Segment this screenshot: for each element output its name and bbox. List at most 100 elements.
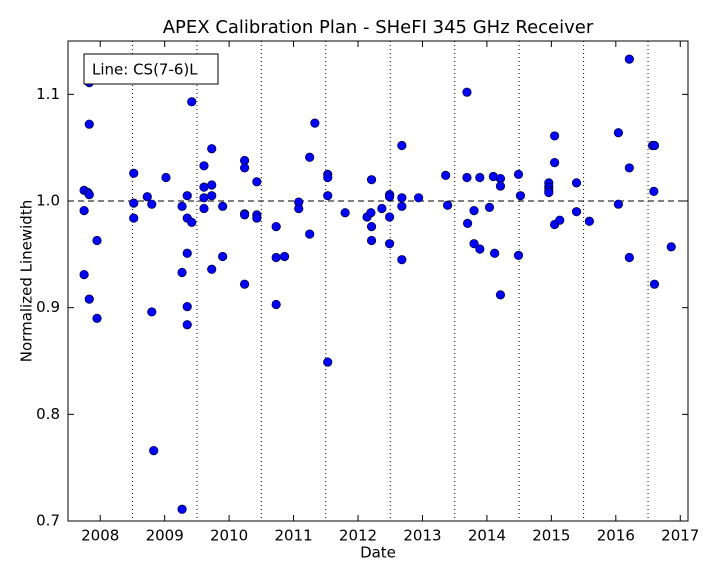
scatter-point [142, 192, 152, 202]
scatter-point [441, 170, 451, 180]
scatter-point [624, 252, 634, 263]
scatter-point [649, 140, 660, 151]
scatter-point [555, 215, 565, 225]
x-tick-label: 2016 [597, 527, 635, 545]
scatter-point [294, 203, 304, 214]
scatter-point [84, 294, 94, 304]
scatter-point [271, 222, 281, 232]
x-tick-label: 2015 [532, 527, 570, 545]
scatter-point [397, 201, 407, 211]
scatter-point [271, 299, 281, 310]
scatter-point [84, 190, 94, 200]
scatter-point [129, 168, 139, 178]
scatter-point [613, 199, 623, 209]
x-tick-label: 2017 [661, 527, 699, 545]
scatter-point [323, 191, 333, 201]
scatter-point [79, 206, 89, 216]
scatter-point [340, 208, 350, 218]
scatter-point [182, 320, 192, 330]
scatter-point [385, 192, 395, 202]
scatter-point [571, 207, 582, 217]
scatter-point [92, 235, 102, 246]
scatter-point [147, 199, 157, 209]
scatter-point [207, 191, 217, 201]
y-tick-label: 0.7 [36, 512, 60, 530]
scatter-point [397, 140, 407, 151]
scatter-point [252, 213, 262, 223]
scatter-point [279, 251, 290, 262]
scatter-point [397, 255, 407, 265]
plot-frame [67, 40, 689, 522]
x-axis-label: Date [360, 544, 396, 562]
x-tick-label: 2012 [339, 527, 377, 545]
scatter-point [385, 239, 395, 249]
scatter-point [199, 193, 209, 203]
scatter-point [187, 97, 197, 107]
scatter-point [397, 193, 407, 203]
scatter-point [149, 445, 159, 456]
scatter-point [462, 87, 472, 97]
scatter-point [207, 144, 217, 154]
y-axis-label: Normalized Linewidth [18, 200, 36, 362]
x-tick-label: 2013 [403, 527, 441, 545]
scatter-point [305, 229, 315, 239]
scatter-point [182, 301, 192, 312]
y-tick-label: 1.1 [36, 85, 60, 103]
scatter-point [218, 201, 228, 211]
scatter-point [177, 504, 187, 514]
scatter-point [490, 248, 500, 258]
scatter-point [79, 269, 89, 280]
scatter-point [469, 239, 479, 249]
scatter-point [182, 191, 192, 201]
scatter-point [484, 202, 495, 212]
scatter-point [469, 206, 479, 216]
scatter-point [544, 187, 554, 198]
scatter-point [366, 175, 377, 185]
scatter-point [385, 212, 395, 222]
annotation-box [83, 53, 219, 85]
scatter-point [549, 131, 560, 141]
chart-title: APEX Calibration Plan - SHeFI 345 GHz Re… [163, 17, 594, 38]
scatter-point [323, 357, 333, 367]
scatter-point [187, 217, 197, 227]
scatter-point [571, 178, 582, 188]
scatter-point [199, 203, 209, 214]
scatter-point [495, 290, 506, 300]
scatter-point [613, 128, 623, 138]
scatter-point [649, 186, 659, 196]
scatter-point [475, 172, 485, 183]
scatter-point [513, 250, 524, 260]
scatter-point [177, 201, 187, 211]
scatter-point [147, 307, 157, 317]
y-tick-label: 0.8 [36, 405, 60, 423]
scatter-point [495, 181, 506, 191]
scatter-point [199, 161, 209, 171]
scatter-point [462, 172, 472, 183]
scatter-point [182, 248, 192, 258]
scatter-point [666, 242, 676, 252]
scatter-point [239, 210, 250, 220]
x-tick-label: 2008 [81, 527, 119, 545]
y-tick-label: 1.0 [36, 192, 60, 210]
scatter-point [475, 244, 485, 254]
scatter-point [366, 235, 377, 246]
scatter-point [443, 200, 453, 210]
scatter-point [649, 279, 660, 289]
scatter-point [414, 193, 424, 203]
scatter-point [239, 163, 250, 173]
x-tick-label: 2014 [468, 527, 506, 545]
scatter-point [513, 169, 524, 179]
x-tick-label: 2011 [274, 527, 312, 545]
scatter-point [366, 222, 377, 232]
scatter-point [84, 119, 94, 129]
scatter-point [584, 216, 594, 226]
scatter-point [624, 163, 634, 173]
x-tick-label: 2010 [210, 527, 248, 545]
scatter-point [199, 182, 209, 192]
scatter-point [462, 218, 473, 228]
scatter-point [161, 172, 171, 183]
x-tick-label: 2009 [146, 527, 184, 545]
scatter-point [515, 191, 526, 201]
